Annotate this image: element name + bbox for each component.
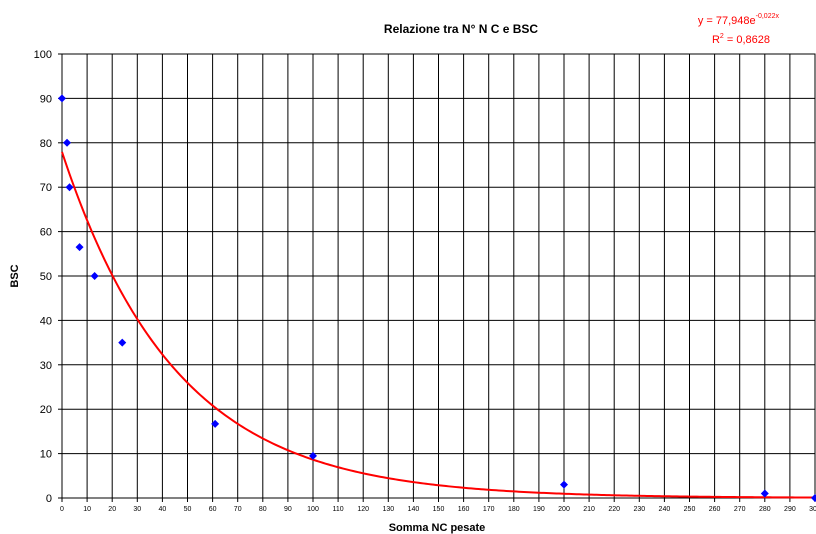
y-tick-label: 70 — [40, 182, 52, 194]
x-tick-label: 250 — [684, 506, 696, 513]
trendline-equation: y = 77,948e-0,022x — [698, 13, 780, 27]
data-point — [211, 419, 220, 428]
x-tick-label: 120 — [357, 506, 369, 513]
data-point — [75, 243, 84, 252]
data-point — [560, 480, 568, 489]
x-tick-label: 200 — [558, 506, 570, 513]
data-point — [760, 489, 769, 498]
x-tick-label: 180 — [508, 506, 520, 513]
x-tick-label: 210 — [583, 506, 595, 513]
x-tick-label: 270 — [734, 506, 746, 513]
x-tick-label: 230 — [633, 506, 645, 513]
data-points — [58, 94, 816, 502]
data-point — [811, 494, 816, 502]
x-axis-ticks: 0 10 20 30 40 50 60 70 80 90 100 110 120 130 140 150 160… — [60, 498, 816, 513]
x-tick-label: 100 — [307, 506, 319, 513]
x-tick-label: 60 — [209, 506, 217, 513]
y-tick-label: 60 — [40, 227, 52, 239]
x-tick-label: 170 — [483, 506, 495, 513]
y-tick-label: 40 — [40, 315, 52, 327]
x-tick-label: 140 — [408, 506, 420, 513]
y-tick-label: 10 — [40, 449, 52, 461]
data-point — [65, 183, 74, 192]
y-axis-label: BSC — [9, 264, 21, 287]
y-tick-label: 90 — [40, 93, 52, 105]
y-tick-label: 0 — [46, 493, 52, 505]
x-tick-label: 290 — [784, 506, 796, 513]
x-tick-label: 280 — [759, 506, 771, 513]
data-point — [63, 138, 72, 147]
gridlines — [61, 53, 816, 499]
x-axis-label: Somma NC pesate — [389, 522, 486, 534]
x-tick-label: 300 — [809, 506, 816, 513]
y-axis-ticks: 0 10 20 30 40 50 60 70 80 90 100 — [34, 49, 62, 505]
data-point — [309, 451, 317, 460]
x-tick-label: 150 — [433, 506, 445, 513]
x-tick-label: 130 — [382, 506, 394, 513]
x-tick-label: 80 — [259, 506, 267, 513]
x-tick-label: 90 — [284, 506, 292, 513]
y-tick-label: 20 — [40, 404, 52, 416]
x-tick-label: 260 — [709, 506, 721, 513]
x-tick-label: 10 — [83, 506, 91, 513]
x-tick-label: 220 — [608, 506, 620, 513]
x-tick-label: 50 — [184, 506, 192, 513]
x-tick-label: 20 — [108, 506, 116, 513]
x-tick-label: 0 — [60, 506, 64, 513]
y-tick-label: 80 — [40, 138, 52, 150]
x-tick-label: 190 — [533, 506, 545, 513]
x-tick-label: 30 — [133, 506, 141, 513]
x-tick-label: 160 — [458, 506, 470, 513]
x-tick-label: 70 — [234, 506, 242, 513]
trendline — [61, 151, 816, 499]
y-tick-label: 30 — [40, 360, 52, 372]
data-point — [58, 94, 66, 103]
x-tick-label: 110 — [333, 506, 344, 513]
plot-area — [61, 53, 816, 499]
trendline-r-squared: R2 = 0,8628 — [712, 33, 770, 46]
data-point — [90, 272, 99, 280]
x-tick-label: 40 — [159, 506, 167, 513]
y-tick-label: 100 — [34, 49, 52, 61]
data-point — [118, 338, 127, 347]
chart-title: Relazione tra N° N C e BSC — [384, 22, 539, 36]
y-tick-label: 50 — [40, 271, 52, 283]
x-tick-label: 240 — [659, 506, 671, 513]
